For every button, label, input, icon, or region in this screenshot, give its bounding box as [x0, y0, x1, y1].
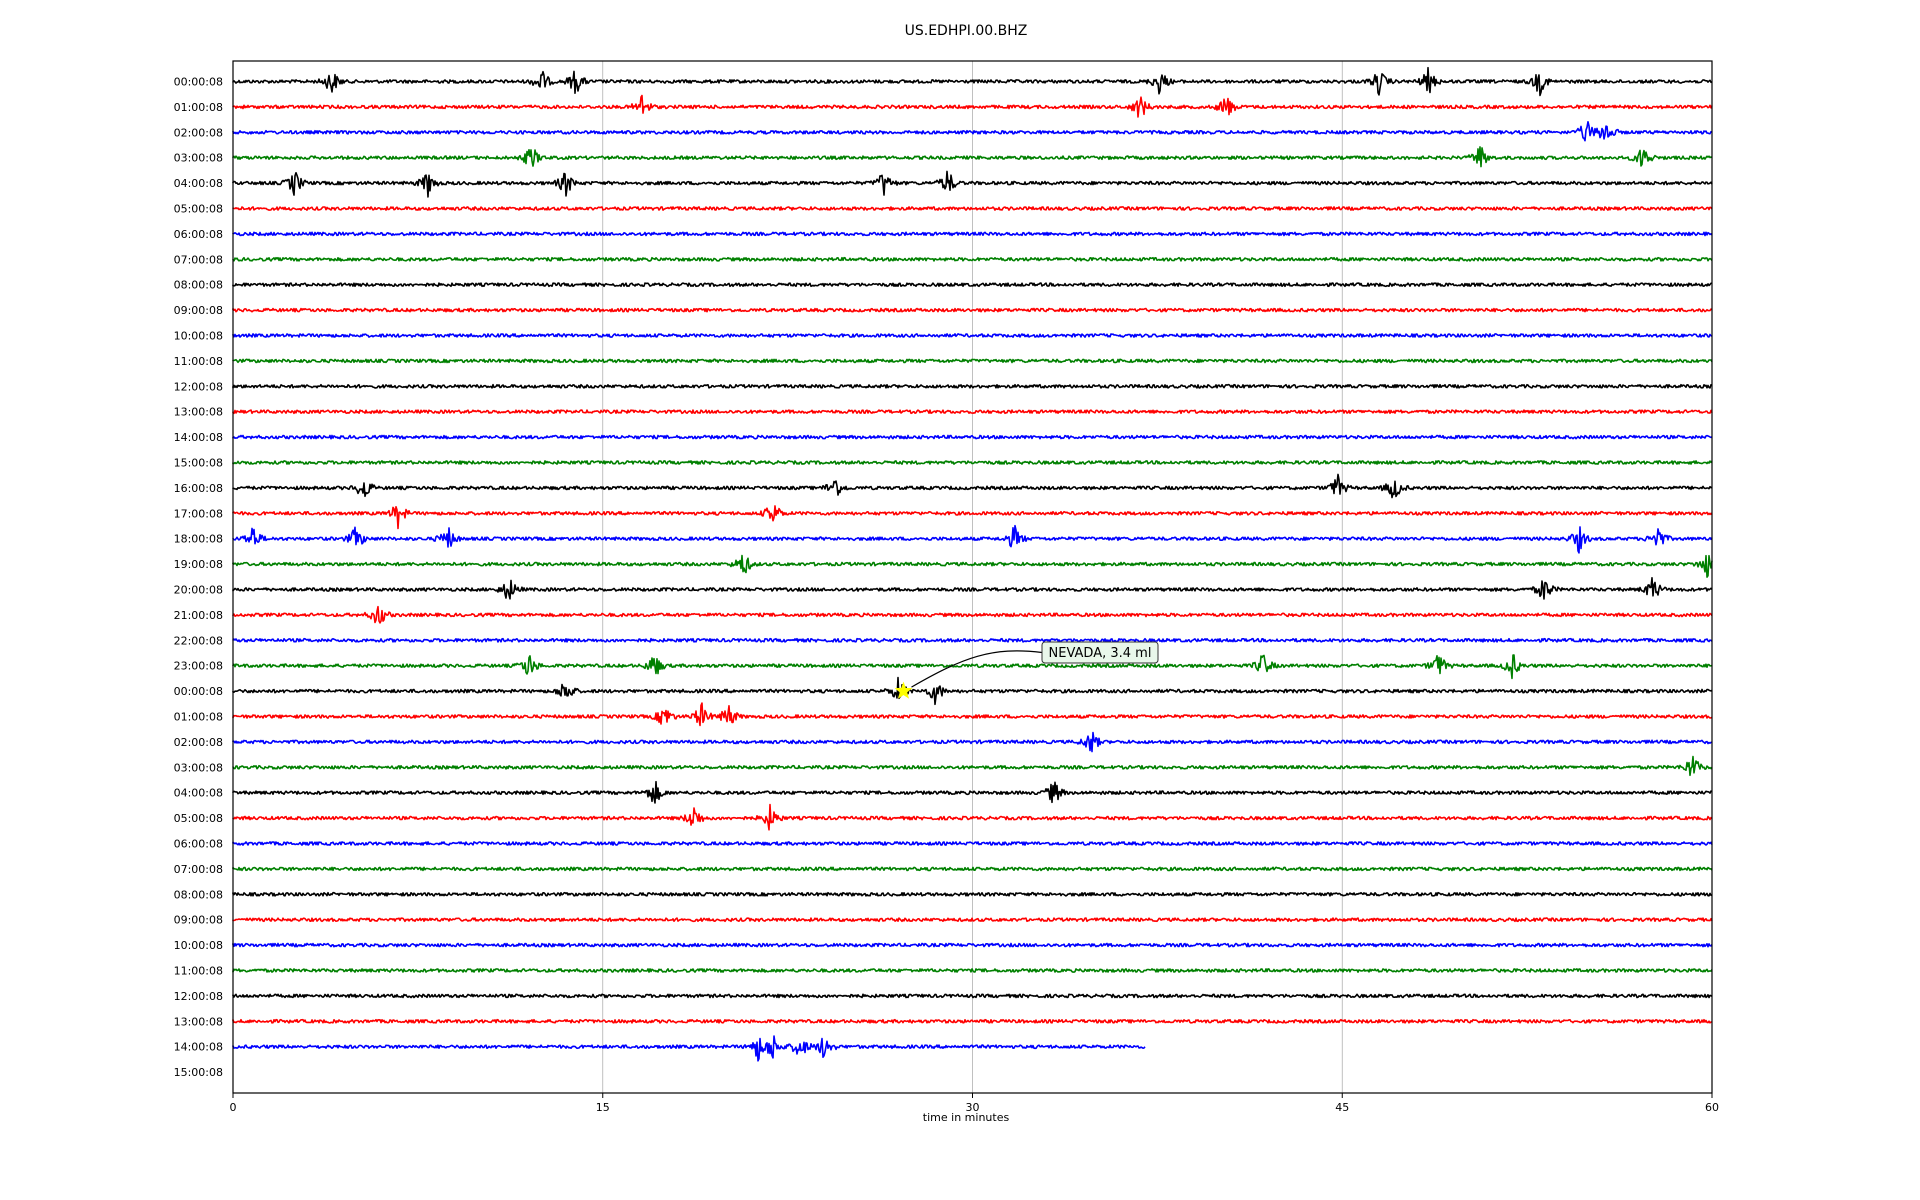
trace-rows — [232, 66, 1713, 1062]
x-tick-label: 0 — [230, 1101, 237, 1114]
seismic-trace — [232, 676, 1713, 706]
row-time-label: 00:00:08 — [174, 685, 223, 698]
event-annotation: NEVADA, 3.4 ml — [894, 641, 1159, 699]
row-time-label: 23:00:08 — [174, 660, 223, 673]
seismic-trace — [232, 1035, 1146, 1062]
seismic-trace — [232, 66, 1713, 97]
chart-title: US.EDHPI.00.BHZ — [905, 23, 1028, 39]
seismic-trace — [232, 731, 1713, 753]
row-time-label: 15:00:08 — [174, 457, 223, 470]
row-time-label: 04:00:08 — [174, 177, 223, 190]
seismic-trace — [232, 434, 1713, 440]
row-time-label: 09:00:08 — [174, 914, 223, 927]
row-time-labels: 00:00:08 01:00:08 02:00:08 03:00:08 04:00:08… — [174, 76, 223, 1080]
seismic-trace — [232, 942, 1713, 948]
row-time-label: 13:00:08 — [174, 406, 223, 419]
row-time-label: 16:00:08 — [174, 482, 223, 495]
seismic-trace — [232, 358, 1713, 364]
seismic-trace — [232, 256, 1713, 262]
seismic-trace — [232, 891, 1713, 897]
row-time-label: 08:00:08 — [174, 888, 223, 901]
seismic-trace — [232, 409, 1713, 415]
seismic-trace — [232, 968, 1713, 973]
row-time-label: 14:00:08 — [174, 431, 223, 444]
row-time-label: 03:00:08 — [174, 152, 223, 165]
x-axis-ticks: 0 15 30 45 60 — [230, 1093, 1719, 1114]
row-time-label: 01:00:08 — [174, 711, 223, 724]
row-time-label: 00:00:08 — [174, 76, 223, 89]
seismic-trace — [232, 780, 1713, 804]
seismic-trace — [232, 307, 1713, 313]
row-time-label: 05:00:08 — [174, 203, 223, 216]
seismic-trace — [232, 554, 1713, 578]
row-time-label: 04:00:08 — [174, 787, 223, 800]
seismic-trace — [232, 170, 1713, 198]
seismic-trace — [232, 917, 1713, 923]
seismic-trace — [232, 460, 1713, 465]
seismic-trace — [232, 505, 1713, 530]
row-time-label: 17:00:08 — [174, 507, 223, 520]
seismic-trace — [232, 654, 1713, 680]
seismic-trace — [232, 1018, 1712, 1024]
row-time-label: 21:00:08 — [174, 609, 223, 622]
row-time-label: 20:00:08 — [174, 584, 223, 597]
row-time-label: 06:00:08 — [174, 838, 223, 851]
row-time-label: 07:00:08 — [174, 253, 223, 266]
x-tick-label: 15 — [596, 1101, 610, 1114]
row-time-label: 19:00:08 — [174, 558, 223, 571]
row-time-label: 15:00:08 — [174, 1066, 223, 1079]
seismic-trace — [232, 206, 1713, 211]
row-time-label: 14:00:08 — [174, 1041, 223, 1054]
row-time-label: 11:00:08 — [174, 965, 223, 978]
row-time-label: 12:00:08 — [174, 990, 223, 1003]
seismic-trace — [232, 605, 1713, 624]
row-time-label: 13:00:08 — [174, 1015, 223, 1028]
x-axis-label: time in minutes — [923, 1111, 1010, 1124]
seismic-trace — [232, 231, 1713, 237]
row-time-label: 02:00:08 — [174, 736, 223, 749]
row-time-label: 22:00:08 — [174, 634, 223, 647]
row-time-label: 10:00:08 — [174, 939, 223, 952]
annotation-label: NEVADA, 3.4 ml — [1049, 646, 1152, 661]
row-time-label: 09:00:08 — [174, 304, 223, 317]
seismic-trace — [232, 702, 1713, 727]
event-star-marker — [894, 681, 913, 699]
annotation-box — [1041, 641, 1159, 664]
row-time-label: 18:00:08 — [174, 533, 223, 546]
row-time-label: 08:00:08 — [174, 279, 223, 292]
row-time-label: 03:00:08 — [174, 761, 223, 774]
seismic-trace — [232, 841, 1713, 846]
row-time-label: 07:00:08 — [174, 863, 223, 876]
seismic-trace — [232, 866, 1713, 872]
seismic-trace — [232, 473, 1713, 499]
annotation-arrow — [911, 650, 1043, 688]
seismic-trace — [232, 282, 1713, 288]
row-time-label: 11:00:08 — [174, 355, 223, 368]
x-tick-label: 45 — [1335, 1101, 1349, 1114]
row-time-label: 02:00:08 — [174, 126, 223, 139]
seismic-trace — [232, 121, 1713, 142]
row-time-label: 12:00:08 — [174, 380, 223, 393]
seismic-trace — [232, 755, 1713, 777]
seismic-trace — [232, 577, 1713, 600]
vertical-grid — [602, 61, 1343, 1093]
seismic-trace — [232, 524, 1713, 554]
seismic-trace — [232, 383, 1713, 389]
seismic-trace — [232, 993, 1713, 999]
seismic-trace — [232, 94, 1713, 118]
x-tick-label: 30 — [966, 1101, 980, 1114]
seismic-trace — [232, 146, 1713, 168]
seismic-trace — [232, 333, 1713, 338]
row-time-label: 10:00:08 — [174, 330, 223, 343]
row-time-label: 06:00:08 — [174, 228, 223, 241]
x-tick-label: 60 — [1705, 1101, 1719, 1114]
row-time-label: 05:00:08 — [174, 812, 223, 825]
seismic-trace — [232, 803, 1713, 831]
seismic-trace — [232, 637, 1713, 643]
plot-frame — [232, 60, 1713, 1094]
row-time-label: 01:00:08 — [174, 101, 223, 114]
